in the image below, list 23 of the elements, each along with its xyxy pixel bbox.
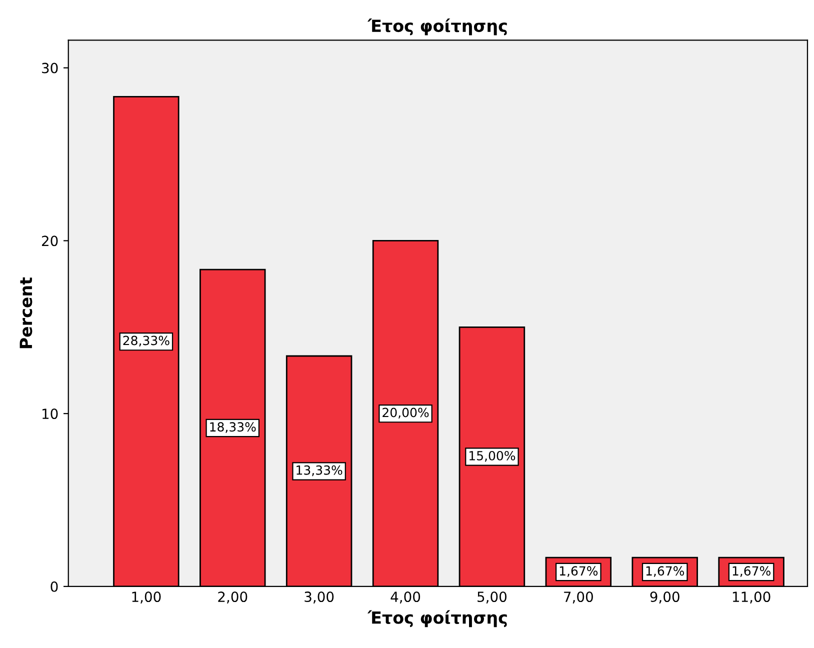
x-tick-label: 3,00	[304, 592, 334, 604]
y-tick-label: 30	[42, 62, 58, 74]
x-tick-label: 7,00	[564, 592, 593, 604]
data-label: 18,33%	[210, 422, 256, 433]
x-axis-title: Έτος φοίτησης	[367, 610, 507, 628]
x-tick-label: 1,00	[132, 592, 161, 604]
y-axis-title: Percent	[20, 277, 32, 348]
data-label: 1,67%	[646, 566, 684, 577]
data-label: 15,00%	[470, 450, 516, 462]
chart-title: Έτος φοίτησης	[367, 18, 507, 36]
y-tick-label: 10	[42, 408, 58, 420]
y-tick-label: 0	[50, 581, 58, 592]
data-label: 28,33%	[123, 336, 170, 346]
x-tick-label: 2,00	[218, 592, 248, 604]
data-label: 13,33%	[296, 465, 342, 476]
x-tick-label: 9,00	[650, 592, 680, 604]
data-label: 1,67%	[732, 566, 770, 577]
x-tick-label: 5,00	[478, 592, 506, 604]
x-tick-label: 11,00	[732, 592, 770, 604]
y-tick-label: 20	[42, 236, 58, 246]
x-tick-label: 4,00	[390, 592, 420, 604]
data-label: 20,00%	[382, 408, 429, 418]
data-label: 1,67%	[560, 566, 598, 577]
